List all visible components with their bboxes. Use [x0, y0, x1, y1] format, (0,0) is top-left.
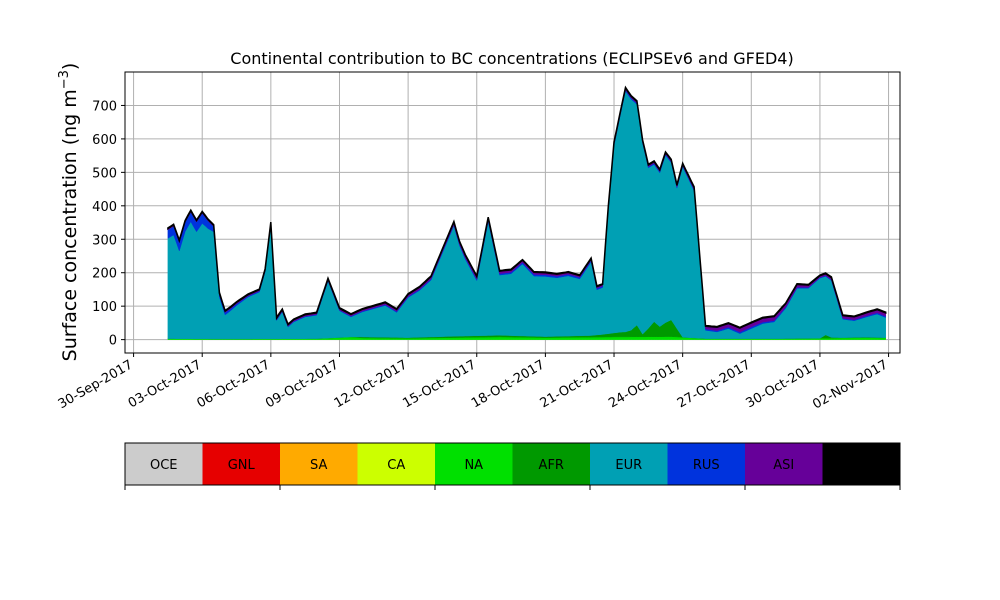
legend-swatch-asi [745, 443, 823, 485]
y-axis-ticks: 0 100 200 300 400 500 600 700 [92, 99, 125, 349]
y-axis-label-text: Surface concentration (ng m [59, 89, 81, 361]
legend-swatch-eur [590, 443, 668, 485]
legend-swatch-sa [280, 443, 358, 485]
y-tick-label: 0 [109, 334, 117, 349]
legend-swatch-ca [357, 443, 435, 485]
legend-label-afr: AFR [539, 458, 564, 473]
legend-swatch-na [435, 443, 513, 485]
y-axis-label-close: ) [59, 63, 81, 70]
colorbar-legend: OCE GNL SA CA NA AFR EUR RUS ASI AUS [124, 442, 901, 490]
legend-label-na: NA [464, 458, 483, 473]
y-tick-label: 500 [92, 166, 117, 181]
y-tick-label: 200 [92, 267, 117, 282]
y-axis-label-superscript: −3 [57, 70, 72, 89]
chart-title: Continental contribution to BC concentra… [230, 49, 793, 68]
y-tick-label: 600 [92, 133, 117, 148]
legend-swatch-afr [512, 443, 590, 485]
legend-swatch-rus [667, 443, 745, 485]
legend-label-gnl: GNL [228, 458, 256, 473]
legend-frame [124, 442, 901, 486]
axes-frame [124, 71, 901, 354]
legend-label-rus: RUS [693, 458, 720, 473]
axes-box [124, 71, 901, 354]
y-tick-label: 300 [92, 233, 117, 248]
legend-swatch-oce [125, 443, 203, 485]
legend-swatch-gnl [202, 443, 280, 485]
y-tick-label: 100 [92, 300, 117, 315]
area-series-aus [167, 85, 887, 329]
stacked-areas [167, 85, 887, 340]
y-axis-label: Surface concentration (ng m−3) [57, 63, 81, 362]
y-tick-label: 400 [92, 200, 117, 215]
y-tick-label: 700 [92, 99, 117, 114]
legend-label-asi: ASI [773, 458, 794, 473]
legend-label-aus: AUS [848, 458, 875, 473]
legend-label-sa: SA [310, 458, 327, 473]
legend-label-ca: CA [387, 458, 405, 473]
legend-label-oce: OCE [150, 458, 178, 473]
legend-swatch-aus [822, 443, 900, 485]
legend-label-eur: EUR [615, 458, 642, 473]
